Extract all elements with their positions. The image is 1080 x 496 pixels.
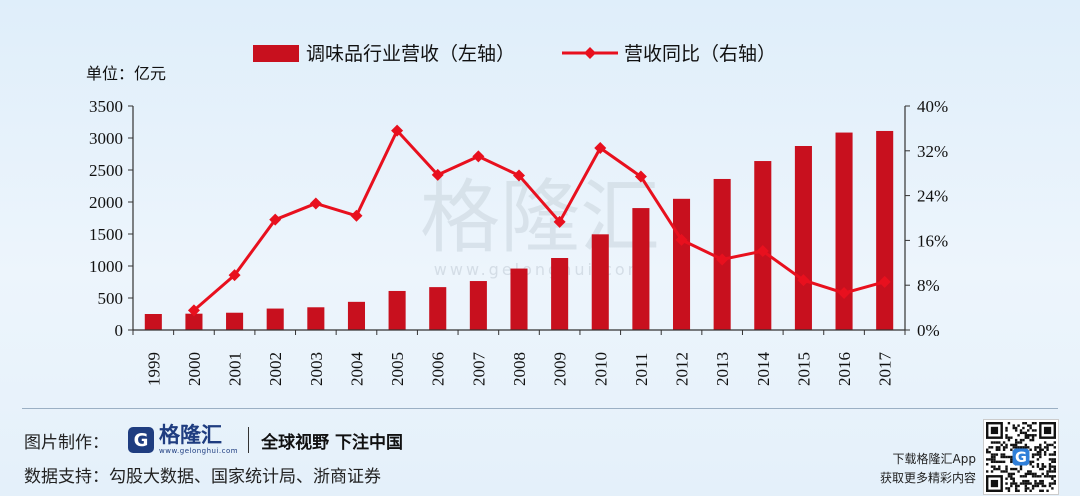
- right-tick-label: 24%: [917, 187, 948, 206]
- app-promo-line1: 下载格隆汇App: [892, 452, 976, 466]
- line-series: [187, 124, 891, 317]
- left-tick-label: 1000: [89, 257, 123, 276]
- left-tick-label: 2000: [89, 193, 123, 212]
- bar: [632, 208, 650, 330]
- legend: 调味品行业营收（左轴） 营收同比（右轴）: [253, 43, 776, 65]
- bar: [510, 268, 528, 330]
- x-tick-label: 2013: [713, 352, 732, 386]
- x-tick-label: 2003: [307, 352, 326, 386]
- left-tick-label: 2500: [89, 161, 123, 180]
- bar: [794, 146, 812, 330]
- right-tick-label: 16%: [917, 231, 948, 250]
- bar: [347, 301, 366, 330]
- line-point: [350, 209, 363, 222]
- bar: [591, 234, 609, 330]
- x-tick-label: 2009: [551, 352, 570, 386]
- left-tick-label: 500: [98, 289, 124, 308]
- line-point: [309, 197, 322, 210]
- line-point: [391, 124, 404, 137]
- left-tick-label: 3500: [89, 97, 123, 116]
- bar: [226, 312, 244, 330]
- x-tick-label: 2005: [388, 352, 407, 386]
- x-tick-label: 1999: [144, 352, 163, 386]
- bar: [429, 287, 447, 330]
- x-tick-label: 2007: [469, 352, 488, 387]
- bar: [551, 258, 569, 330]
- x-tick-label: 2010: [591, 352, 610, 386]
- legend-line-marker: [584, 47, 596, 59]
- line-point: [797, 274, 810, 287]
- logo-name: 格隆汇: [159, 423, 222, 447]
- line-point: [878, 275, 891, 288]
- x-tick-label: 2012: [673, 352, 692, 386]
- legend-bar-label: 调味品行业营收（左轴）: [306, 43, 515, 65]
- bar: [185, 313, 203, 330]
- bar: [266, 308, 284, 330]
- left-tick-label: 1500: [89, 225, 123, 244]
- line-point: [756, 245, 769, 258]
- logo-icon: G: [128, 427, 154, 453]
- logo-separator: [248, 427, 250, 453]
- line-point: [634, 170, 647, 183]
- watermark-url: www.gelonghui.com: [434, 260, 646, 279]
- line-point: [594, 142, 607, 154]
- brand-logo: G 格隆汇 www.gelonghui.com 全球视野 下注中国: [128, 424, 403, 456]
- right-tick-label: 0%: [917, 321, 940, 340]
- qr-code-icon[interactable]: G: [984, 420, 1058, 494]
- right-tick-label: 8%: [917, 276, 940, 295]
- bar: [469, 281, 487, 330]
- line-point: [675, 233, 688, 246]
- line-point: [472, 150, 485, 163]
- line-point: [269, 213, 282, 226]
- line-path: [192, 129, 886, 312]
- app-promo-line2: 获取更多精彩内容: [879, 471, 976, 485]
- x-tick-label: 2016: [835, 352, 854, 386]
- app-promo: 下载格隆汇App 获取更多精彩内容: [880, 450, 976, 488]
- legend-bar-swatch: [253, 45, 299, 62]
- right-axis: 0% 8% 16% 24% 32% 40%: [904, 97, 948, 340]
- credit-label: 图片制作：: [24, 433, 109, 453]
- line-point: [187, 304, 200, 317]
- bar: [388, 290, 406, 330]
- bar-series: [144, 130, 894, 330]
- footer-divider: [22, 408, 1058, 409]
- source-text: 数据支持：勾股大数据、国家统计局、浙商证券: [24, 467, 381, 487]
- footer: 图片制作： G 格隆汇 www.gelonghui.com 全球视野 下注中国 …: [0, 408, 1080, 496]
- svg-text:G: G: [1015, 450, 1027, 466]
- x-tick-label: 2001: [226, 352, 245, 386]
- slogan: 全球视野 下注中国: [261, 432, 404, 453]
- x-tick-label: 2004: [347, 352, 366, 387]
- bar: [672, 198, 691, 330]
- x-tick-label: 2014: [754, 352, 773, 387]
- line-point: [228, 269, 241, 282]
- bar: [144, 314, 162, 330]
- line-point: [513, 169, 525, 182]
- x-tick-label: 2000: [185, 352, 204, 386]
- bar: [876, 130, 894, 330]
- x-tick-label: 2008: [510, 352, 529, 386]
- x-tick-label: 2006: [429, 352, 448, 386]
- bar: [835, 132, 853, 330]
- line-point: [553, 215, 566, 228]
- bar: [307, 307, 325, 330]
- x-tick-label: 2011: [632, 353, 651, 386]
- legend-line-label: 营收同比（右轴）: [624, 43, 776, 65]
- x-axis: 1999 2000 2001 2002 2003 2004 2005 2006 2007 2008…: [132, 329, 906, 387]
- x-tick-label: 2002: [266, 352, 285, 386]
- left-tick-label: 0: [115, 321, 124, 340]
- x-tick-label: 2015: [794, 352, 813, 386]
- unit-label: 单位：亿元: [86, 64, 166, 83]
- logo-url: www.gelonghui.com: [159, 447, 239, 455]
- right-tick-label: 32%: [917, 142, 948, 161]
- x-tick-label: 2017: [876, 352, 895, 387]
- right-tick-label: 40%: [917, 97, 948, 116]
- line-point: [716, 253, 729, 266]
- line-point: [431, 168, 444, 181]
- line-point: [838, 287, 851, 300]
- watermark-text: 格隆汇: [420, 171, 660, 264]
- left-axis: 0 500 1000 1500 2000 2500 3000 3500: [89, 97, 134, 340]
- left-tick-label: 3000: [89, 129, 123, 148]
